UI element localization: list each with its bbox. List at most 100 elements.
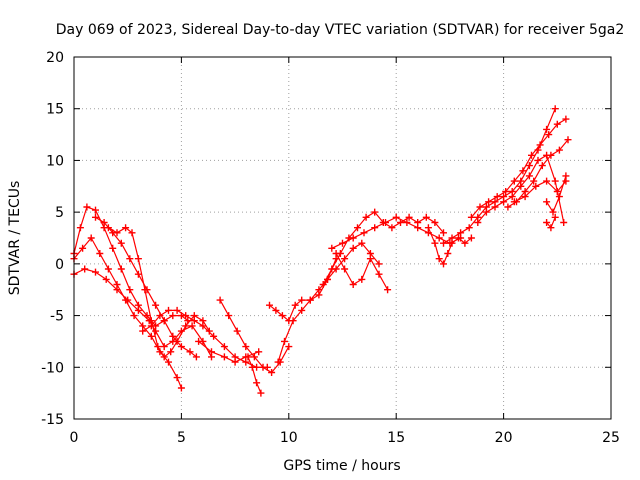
data-point [113,229,121,237]
data-point [328,244,336,252]
data-point [555,193,563,201]
data-point [525,172,533,180]
series-trace [142,309,268,368]
data-point [349,234,357,242]
data-point [92,213,99,221]
data-series [70,105,572,397]
data-point [530,177,538,185]
series-trace [94,216,197,358]
data-point [551,177,559,185]
data-point [358,239,366,247]
data-point [272,306,280,314]
data-series-8 [216,296,293,376]
data-point [349,281,357,288]
data-point [521,193,529,201]
data-series-3 [70,234,185,392]
data-point [266,301,273,309]
data-point [250,353,258,361]
data-point [339,239,346,247]
series-trace [73,206,189,327]
data-point [242,343,250,351]
data-point [126,255,134,263]
data-series-9 [244,353,265,397]
data-point [553,120,561,128]
data-point [134,255,142,263]
data-point [182,312,190,320]
data-point [225,312,233,320]
data-point [422,213,430,221]
axis-ticks [73,56,612,420]
data-point [220,353,228,361]
data-point [173,374,181,382]
data-point [474,219,482,226]
data-point [384,286,392,294]
data-point [500,198,508,206]
data-point [538,162,546,170]
data-point [173,306,181,314]
data-point [467,213,475,221]
data-point [244,353,252,361]
data-point [278,312,286,320]
data-point [560,219,568,226]
data-series-1 [70,203,192,330]
data-point [160,317,168,325]
data-point [128,229,136,237]
data-point [465,224,473,232]
data-point [354,224,361,232]
data-point [154,343,162,351]
y-axis-title: SDTVAR / TECUs [7,181,23,296]
data-point [117,265,125,273]
plot-frame [73,56,612,420]
data-point [76,224,84,232]
x-tick-label: 0 [70,430,79,446]
data-point [173,337,181,345]
data-point [440,239,447,247]
x-tick-label: 10 [280,430,298,446]
data-point [306,296,314,304]
data-point [551,213,559,221]
data-point [525,162,533,170]
data-point [195,337,203,345]
data-point [274,358,282,366]
data-point [210,332,218,340]
data-point [165,306,172,314]
data-point [268,369,276,376]
data-point [562,115,570,123]
data-point [169,332,177,340]
data-point [528,151,535,159]
data-point [177,343,185,351]
data-point [248,363,256,371]
data-point [461,239,469,247]
data-point [543,177,551,185]
x-tick-label: 5 [177,430,186,446]
data-point [553,188,561,195]
x-tick-label: 20 [495,430,513,446]
data-point [545,131,553,139]
data-point [532,182,540,190]
chart-title: Day 069 of 2023, Sidereal Day-to-day VTE… [56,22,625,38]
data-point [126,286,134,294]
data-point [440,229,447,237]
data-series-5 [104,224,213,361]
data-point [81,265,89,273]
data-point [564,136,572,144]
data-point [285,343,293,351]
data-point [482,208,490,216]
series-trace [442,108,556,244]
data-point [555,146,563,154]
data-point [435,255,443,263]
data-point [233,327,241,335]
data-point [517,182,525,190]
data-point [424,224,432,232]
series-trace [470,118,567,218]
data-point [188,322,196,330]
data-point [414,224,422,232]
series-trace [513,180,567,203]
data-point [167,348,175,356]
data-point [152,301,160,309]
y-tick-label: 0 [55,257,64,273]
data-point [562,172,570,180]
y-axis-tick-labels: -15 -10 -5 0 5 10 15 20 [41,50,64,428]
data-point [502,188,510,195]
